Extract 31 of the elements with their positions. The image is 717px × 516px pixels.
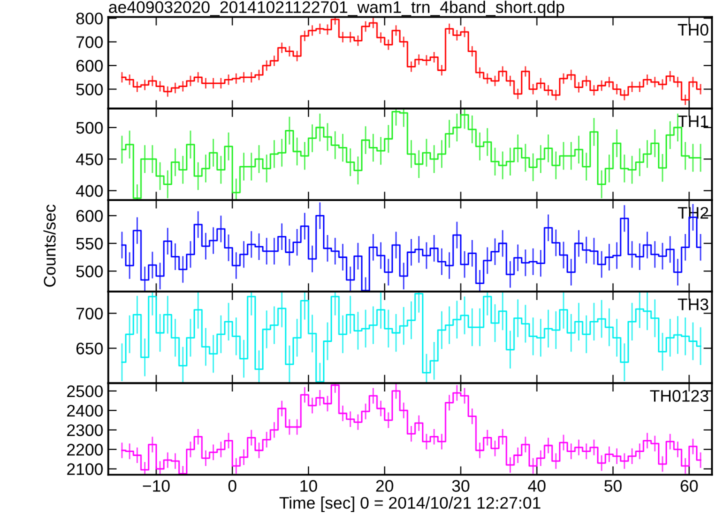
x-tick-label: 60 <box>680 480 698 492</box>
y-tick-label: 650 <box>76 342 103 354</box>
x-tick-label: −10 <box>142 480 170 492</box>
y-tick-label: 550 <box>76 238 103 250</box>
y-tick-label: 500 <box>76 84 103 96</box>
y-tick-label: 800 <box>76 12 103 24</box>
y-tick-label: 2200 <box>67 444 103 456</box>
y-tick-label: 450 <box>76 153 103 166</box>
x-axis-title: Time [sec] 0 = 2014/10/21 12:27:01 <box>279 496 540 512</box>
x-tick-label: 40 <box>528 480 546 492</box>
y-tick-label: 600 <box>76 60 103 72</box>
x-tick-label: 20 <box>376 480 394 492</box>
y-tick-label: 500 <box>76 122 103 134</box>
series-label: TH3 <box>678 298 708 310</box>
y-tick-label: 2400 <box>67 404 103 417</box>
y-tick-label: 2300 <box>67 424 103 436</box>
x-tick-label: 30 <box>452 480 470 492</box>
chart-title: ae409032020_20141021122701_wam1_trn_4band_short.qdp <box>108 0 564 16</box>
y-axis-title: Counts/sec <box>43 204 56 287</box>
y-tick-label: 2100 <box>67 463 103 476</box>
y-tick-label: 600 <box>76 210 103 222</box>
x-tick-label: 0 <box>228 480 236 492</box>
y-tick-label: 700 <box>76 308 103 320</box>
y-tick-label: 2500 <box>67 385 103 398</box>
y-tick-label: 400 <box>76 185 103 197</box>
text: TH0 <box>678 24 708 36</box>
x-tick-label: 50 <box>604 480 622 492</box>
y-tick-label: 700 <box>76 36 103 48</box>
x-tick-label: 10 <box>300 480 318 492</box>
y-tick-label: 500 <box>76 266 103 278</box>
text: TH0123 <box>650 390 708 402</box>
